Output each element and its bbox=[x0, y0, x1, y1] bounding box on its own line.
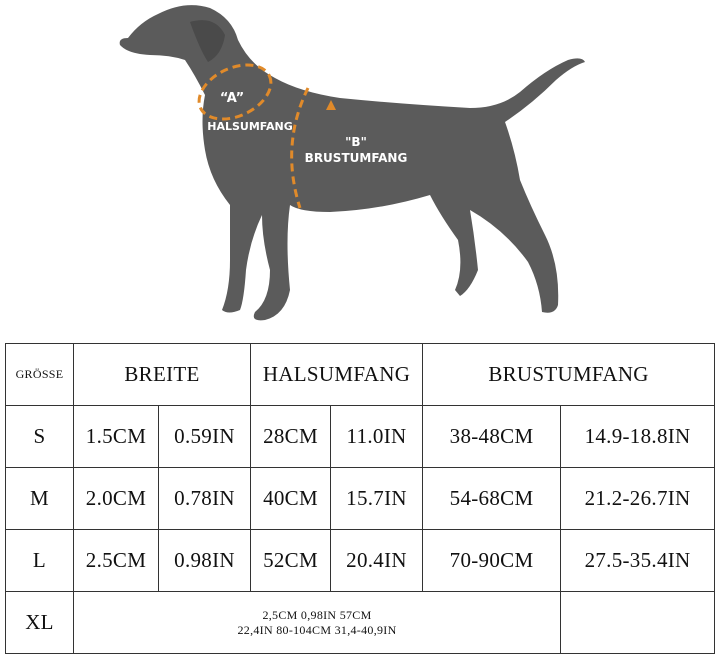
empty-cell bbox=[560, 591, 716, 654]
value-cell: 28CM bbox=[250, 405, 332, 468]
dog-ear bbox=[190, 20, 225, 62]
value-cell: 70-90CM bbox=[422, 529, 562, 592]
xl-line: 2,5CM 0,98IN 57CM bbox=[262, 607, 372, 622]
header-cell: GRÖSSE bbox=[5, 343, 74, 406]
dog-silhouette bbox=[119, 5, 586, 321]
header-cell: HALSUMFANG bbox=[250, 343, 424, 406]
value-cell: 11.0IN bbox=[330, 405, 424, 468]
b-marker: "B" bbox=[345, 135, 367, 149]
value-cell: 40CM bbox=[250, 467, 332, 530]
xl-values: 2,5CM 0,98IN 57CM 22,4IN 80-104CM 31,4-40… bbox=[72, 591, 562, 654]
a-marker: “A” bbox=[220, 91, 244, 106]
size-cell: XL bbox=[5, 591, 74, 654]
value-cell: 52CM bbox=[250, 529, 332, 592]
value-cell: 21.2-26.7IN bbox=[560, 467, 716, 530]
value-cell: 2.0CM bbox=[73, 467, 159, 530]
chest-arrow bbox=[326, 100, 336, 110]
value-cell: 0.78IN bbox=[157, 467, 252, 530]
value-cell: 20.4IN bbox=[330, 529, 424, 592]
value-cell: 1.5CM bbox=[73, 405, 159, 468]
b-label: BRUSTUMFANG bbox=[305, 151, 408, 165]
value-cell: 0.59IN bbox=[157, 405, 252, 468]
neck-measure bbox=[197, 63, 273, 121]
size-table: GRÖSSE BREITE HALSUMFANG BRUSTUMFANG S 1.5CM 0… bbox=[5, 343, 716, 654]
header-cell: BREITE bbox=[72, 343, 252, 406]
dog-illustration: “A” HALSUMFANG "B" BRUSTUMFANG bbox=[119, 5, 586, 321]
value-cell: 14.9-18.8IN bbox=[560, 405, 716, 468]
header-row: GRÖSSE BREITE HALSUMFANG BRUSTUMFANG bbox=[5, 343, 716, 406]
size-row: S 1.5CM 0.59IN 28CM 11.0IN 38-48CM 14.9-18.8IN bbox=[5, 405, 716, 468]
size-row: XL 2,5CM 0,98IN 57CM 22,4IN 80-104CM 31,4-… bbox=[5, 591, 716, 654]
value-cell: 15.7IN bbox=[330, 467, 424, 530]
value-cell: 54-68CM bbox=[422, 467, 562, 530]
size-row: L 2.5CM 0.98IN 52CM 20.4IN 70-90CM 27.5-35.4IN bbox=[5, 529, 716, 592]
size-cell: L bbox=[5, 529, 74, 592]
value-cell: 2.5CM bbox=[73, 529, 159, 592]
size-row: M 2.0CM 0.78IN 40CM 15.7IN 54-68CM 21.2-26.7IN bbox=[5, 467, 716, 530]
a-label: HALSUMFANG bbox=[207, 120, 293, 133]
value-cell: 27.5-35.4IN bbox=[560, 529, 716, 592]
table-body: GRÖSSE BREITE HALSUMFANG BRUSTUMFANG S 1.5CM 0… bbox=[5, 343, 716, 654]
value-cell: 38-48CM bbox=[422, 405, 562, 468]
xl-line: 22,4IN 80-104CM 31,4-40,9IN bbox=[237, 622, 397, 637]
chest-measure bbox=[290, 87, 310, 209]
header-cell: BRUSTUMFANG bbox=[422, 343, 716, 406]
size-cell: M bbox=[5, 467, 74, 530]
value-cell: 0.98IN bbox=[157, 529, 252, 592]
size-cell: S bbox=[5, 405, 74, 468]
